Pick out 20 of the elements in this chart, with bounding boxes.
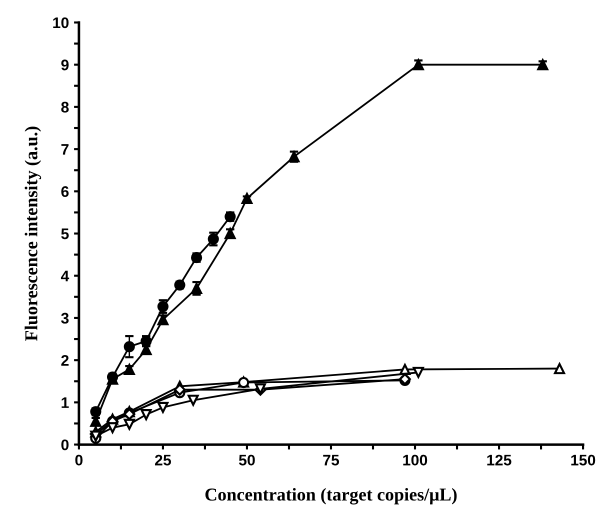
y-tick-label: 4 [60,270,70,282]
y-tick-label: 10 [53,17,69,28]
x-tick-label: 50 [238,454,255,466]
y-tick-label: 1 [62,397,69,408]
x-axis-title: Concentration (target copies/μL) [205,488,457,504]
y-tick-label: 3 [61,312,69,324]
y-tick-label: 8 [61,102,69,113]
x-tick-label: 150 [571,454,596,466]
y-tick-label: 2 [61,355,69,366]
x-tick-label: 125 [487,454,512,466]
y-tick-label: 5 [61,228,69,240]
y-tick-label: 7 [61,144,69,155]
x-tick-label: 25 [154,454,172,466]
y-tick-label: 9 [61,60,69,70]
y-tick-label: 0 [61,439,69,450]
y-tick-label: 6 [61,186,69,198]
x-tick-label: 75 [323,454,340,466]
y-axis-title: Fluorescence intensity (a.u.) [24,126,42,341]
x-tick-label: 0 [75,454,83,466]
x-tick-label: 100 [403,454,428,466]
